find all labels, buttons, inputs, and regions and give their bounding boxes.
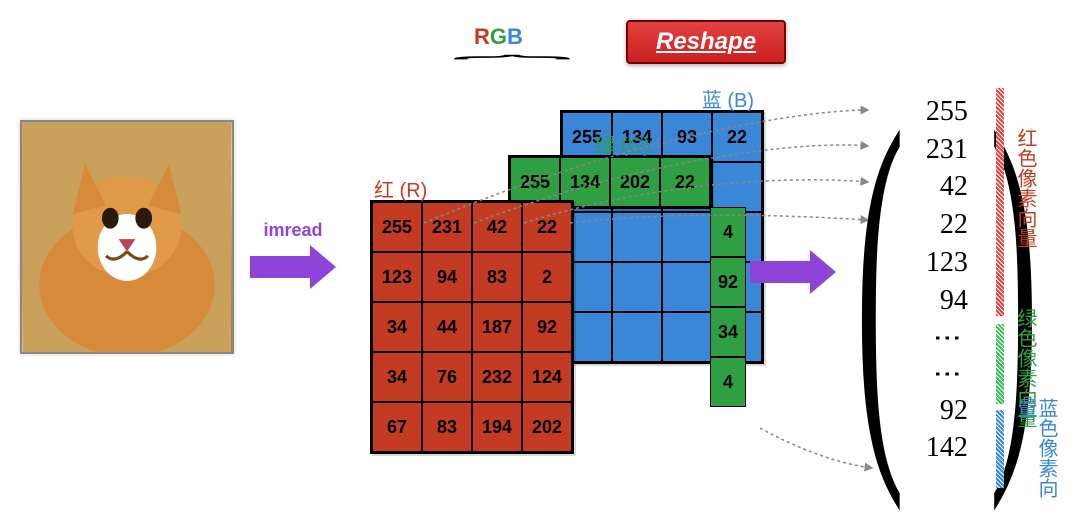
cell: 92 (522, 302, 572, 352)
cell: 202 (522, 402, 572, 452)
vector-entry: 42 (940, 168, 968, 206)
cell: 42 (472, 202, 522, 252)
channel-red: 红 (R) 2552314222123948323444187923476232… (370, 200, 574, 454)
cell (612, 312, 662, 362)
cell: 83 (472, 252, 522, 302)
cell: 94 (422, 252, 472, 302)
imread-arrow: imread (250, 220, 336, 289)
rgb-brace: ⏞ (452, 55, 572, 78)
channel-red-grid: 2552314222123948323444187923476232124678… (372, 202, 572, 452)
cell: 232 (472, 352, 522, 402)
cell (662, 262, 712, 312)
diagram-stage: imread RGB ⏞ 蓝 (B) 25513493222 绿 (G) 255… (20, 20, 1060, 504)
cell: 2 (522, 252, 572, 302)
cell: 255 (372, 202, 422, 252)
cell: 231 (422, 202, 472, 252)
vector-label-blue: 蓝色像素向量 (1014, 398, 1056, 504)
cell: 34 (710, 307, 746, 357)
stripe-green (996, 324, 1004, 404)
vector-entry: 22 (940, 206, 968, 244)
cell (612, 262, 662, 312)
rgb-label: RGB (474, 24, 523, 50)
cell: 202 (610, 157, 660, 207)
cell: 34 (372, 352, 422, 402)
cell: 67 (372, 402, 422, 452)
cell (662, 212, 712, 262)
cell: 22 (660, 157, 710, 207)
cell: 76 (422, 352, 472, 402)
channel-green-label: 绿 (G) (596, 129, 650, 158)
vector-entry: 94 (940, 282, 968, 320)
cell: 194 (472, 402, 522, 452)
rgb-b: B (507, 24, 523, 49)
vector-entry: 123 (926, 244, 968, 282)
cell (712, 162, 762, 212)
vector-entry: 142 (926, 429, 968, 467)
paren-left: ( (855, 70, 904, 490)
cell (662, 312, 712, 362)
cell: 22 (712, 112, 762, 162)
cell: 187 (472, 302, 522, 352)
cell: 44 (422, 302, 472, 352)
vector-entry: 231 (926, 131, 968, 169)
rgb-r: R (474, 24, 490, 49)
vector-entry: ⋮ (937, 324, 957, 352)
cell: 34 (372, 302, 422, 352)
vector-values: 255231422212394 ⋮ ⋮ 92142 (920, 93, 974, 467)
cell: 92 (710, 257, 746, 307)
cell: 83 (422, 402, 472, 452)
reshape-tag: Reshape (626, 20, 786, 64)
imread-label: imread (263, 220, 322, 241)
rgb-g: G (490, 24, 507, 49)
cell: 4 (710, 357, 746, 407)
cell: 22 (522, 202, 572, 252)
channel-blue-label: 蓝 (B) (702, 84, 754, 113)
stripe-blue (996, 410, 1004, 488)
vector-entry: ⋮ (937, 360, 957, 388)
vector-entry: 255 (926, 93, 968, 131)
cell: 123 (372, 252, 422, 302)
stripe-red (996, 88, 1004, 316)
channel-red-label: 红 (R) (374, 174, 427, 203)
reshape-arrow (750, 250, 836, 294)
cell: 4 (710, 207, 746, 257)
cell (612, 212, 662, 262)
channel-green-side: 492344 (710, 207, 746, 407)
vector-entry: 92 (940, 392, 968, 430)
vector-label-red: 红色像素向量 (1014, 128, 1035, 248)
input-image (20, 120, 234, 354)
cell: 124 (522, 352, 572, 402)
